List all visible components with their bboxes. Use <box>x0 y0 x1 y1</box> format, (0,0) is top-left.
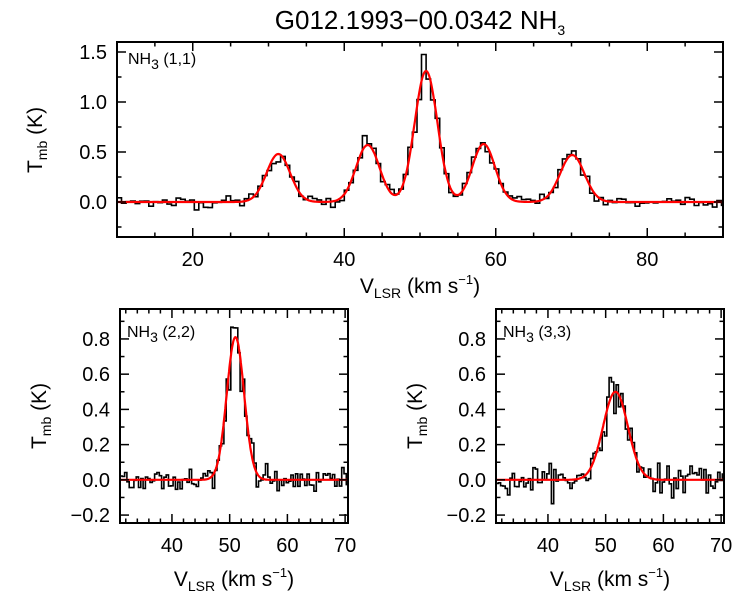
x-tick-label: 40 <box>161 535 183 557</box>
title-subscript: 3 <box>557 22 565 38</box>
y-tick-label: 0.6 <box>458 364 486 386</box>
y-tick-label: 1.0 <box>79 92 107 114</box>
y-tick-label: 1.5 <box>79 42 107 64</box>
x-axis-label-superscript: −1 <box>648 565 663 580</box>
panel-1: 20 40 60 80 0.0 0.5 1.0 1.5 NH3 (1,1) VLSR (km s−… <box>24 41 724 301</box>
x-tick-label: 60 <box>652 535 674 557</box>
y-axis-label-subscript: mb <box>414 417 430 437</box>
x-axis-label: VLSR (km s−1) <box>360 272 480 301</box>
y-axis-label-unit: (K) <box>28 383 51 417</box>
x-axis-label-close: ) <box>473 275 480 298</box>
panel-label-transition: (1,1) <box>159 51 196 68</box>
x-axis-label-main: V <box>174 568 188 591</box>
x-axis-label-close: ) <box>287 568 294 591</box>
x-axis-label-superscript: −1 <box>458 272 473 287</box>
x-tick-label: 60 <box>276 535 298 557</box>
panel-label-subscript: 3 <box>150 329 158 345</box>
x-axis-label: VLSR (km s−1) <box>174 565 294 594</box>
y-tick-label: 0.4 <box>458 399 486 421</box>
panel-3: 40 50 60 70 −0.2 0.0 0.2 0.4 0.6 0.8 NH3 (3,3) VLSR… <box>404 308 732 594</box>
plot-frame <box>495 308 725 524</box>
y-axis-label: Tmb (K) <box>28 383 54 449</box>
y-axis-label-main: T <box>28 436 51 449</box>
x-tick-label: 50 <box>219 535 241 557</box>
figure-title: G012.1993−00.0342 NH3 <box>275 5 566 38</box>
y-axis-label-main: T <box>404 436 427 449</box>
x-axis-label-unit: (km s <box>215 568 272 591</box>
x-tick-label: 50 <box>595 535 617 557</box>
y-axis-label-unit: (K) <box>404 383 427 417</box>
panel-label-transition: (2,2) <box>158 324 195 341</box>
panel-label-subscript: 3 <box>526 329 534 345</box>
x-axis-label-subscript: LSR <box>564 578 591 594</box>
x-axis-label-main: V <box>360 275 374 298</box>
panel-label-molecule: NH <box>127 324 150 341</box>
panel-label: NH3 (3,3) <box>503 324 571 345</box>
y-tick-label: 0.0 <box>82 470 110 492</box>
panel-label: NH3 (1,1) <box>128 51 196 72</box>
title-main: G012.1993−00.0342 NH <box>275 5 558 35</box>
x-axis-label-subscript: LSR <box>374 285 401 301</box>
x-tick-label: 80 <box>636 249 658 271</box>
y-axis-label-subscript: mb <box>34 141 50 161</box>
x-tick-label: 20 <box>182 249 204 271</box>
panel-label-transition: (3,3) <box>534 324 571 341</box>
x-axis-label: VLSR (km s−1) <box>550 565 670 594</box>
x-tick-label: 60 <box>485 249 507 271</box>
y-tick-label: 0.4 <box>82 399 110 421</box>
plot-frame <box>119 308 349 524</box>
panel-label: NH3 (2,2) <box>127 324 195 345</box>
y-tick-label: 0.0 <box>458 470 486 492</box>
y-tick-label: 0.8 <box>458 329 486 351</box>
y-axis-label-main: T <box>24 160 47 173</box>
panel-label-subscript: 3 <box>151 56 159 72</box>
panel-label-molecule: NH <box>128 51 151 68</box>
y-tick-label: 0.6 <box>82 364 110 386</box>
gaussian-fit-line <box>120 336 348 481</box>
x-axis-label-close: ) <box>663 568 670 591</box>
y-tick-label: 0.5 <box>79 142 107 164</box>
gaussian-fit-line <box>496 390 724 481</box>
x-axis-label-subscript: LSR <box>188 578 215 594</box>
x-tick-label: 70 <box>710 535 732 557</box>
x-tick-label: 70 <box>334 535 356 557</box>
y-axis-label: Tmb (K) <box>24 107 50 173</box>
y-tick-label: 0.0 <box>79 192 107 214</box>
y-axis-label: Tmb (K) <box>404 383 430 449</box>
panel-label-molecule: NH <box>503 324 526 341</box>
y-tick-label: 0.2 <box>458 435 486 457</box>
x-axis-label-superscript: −1 <box>272 565 287 580</box>
x-axis-label-unit: (km s <box>591 568 648 591</box>
panel-2: 40 50 60 70 −0.2 0.0 0.2 0.4 0.6 0.8 NH3 (2,2) VLSR… <box>28 308 356 594</box>
y-tick-label: 0.8 <box>82 329 110 351</box>
x-tick-label: 40 <box>537 535 559 557</box>
y-tick-label: −0.2 <box>447 505 486 527</box>
y-tick-label: 0.2 <box>82 435 110 457</box>
y-tick-label: −0.2 <box>71 505 110 527</box>
x-axis-label-unit: (km s <box>401 275 458 298</box>
x-tick-label: 40 <box>333 249 355 271</box>
x-axis-label-main: V <box>550 568 564 591</box>
y-axis-label-unit: (K) <box>24 107 47 141</box>
gaussian-fit-line <box>117 69 723 204</box>
spectrum-histogram <box>496 376 724 505</box>
y-axis-label-subscript: mb <box>38 417 54 437</box>
spectrum-histogram <box>120 326 348 492</box>
